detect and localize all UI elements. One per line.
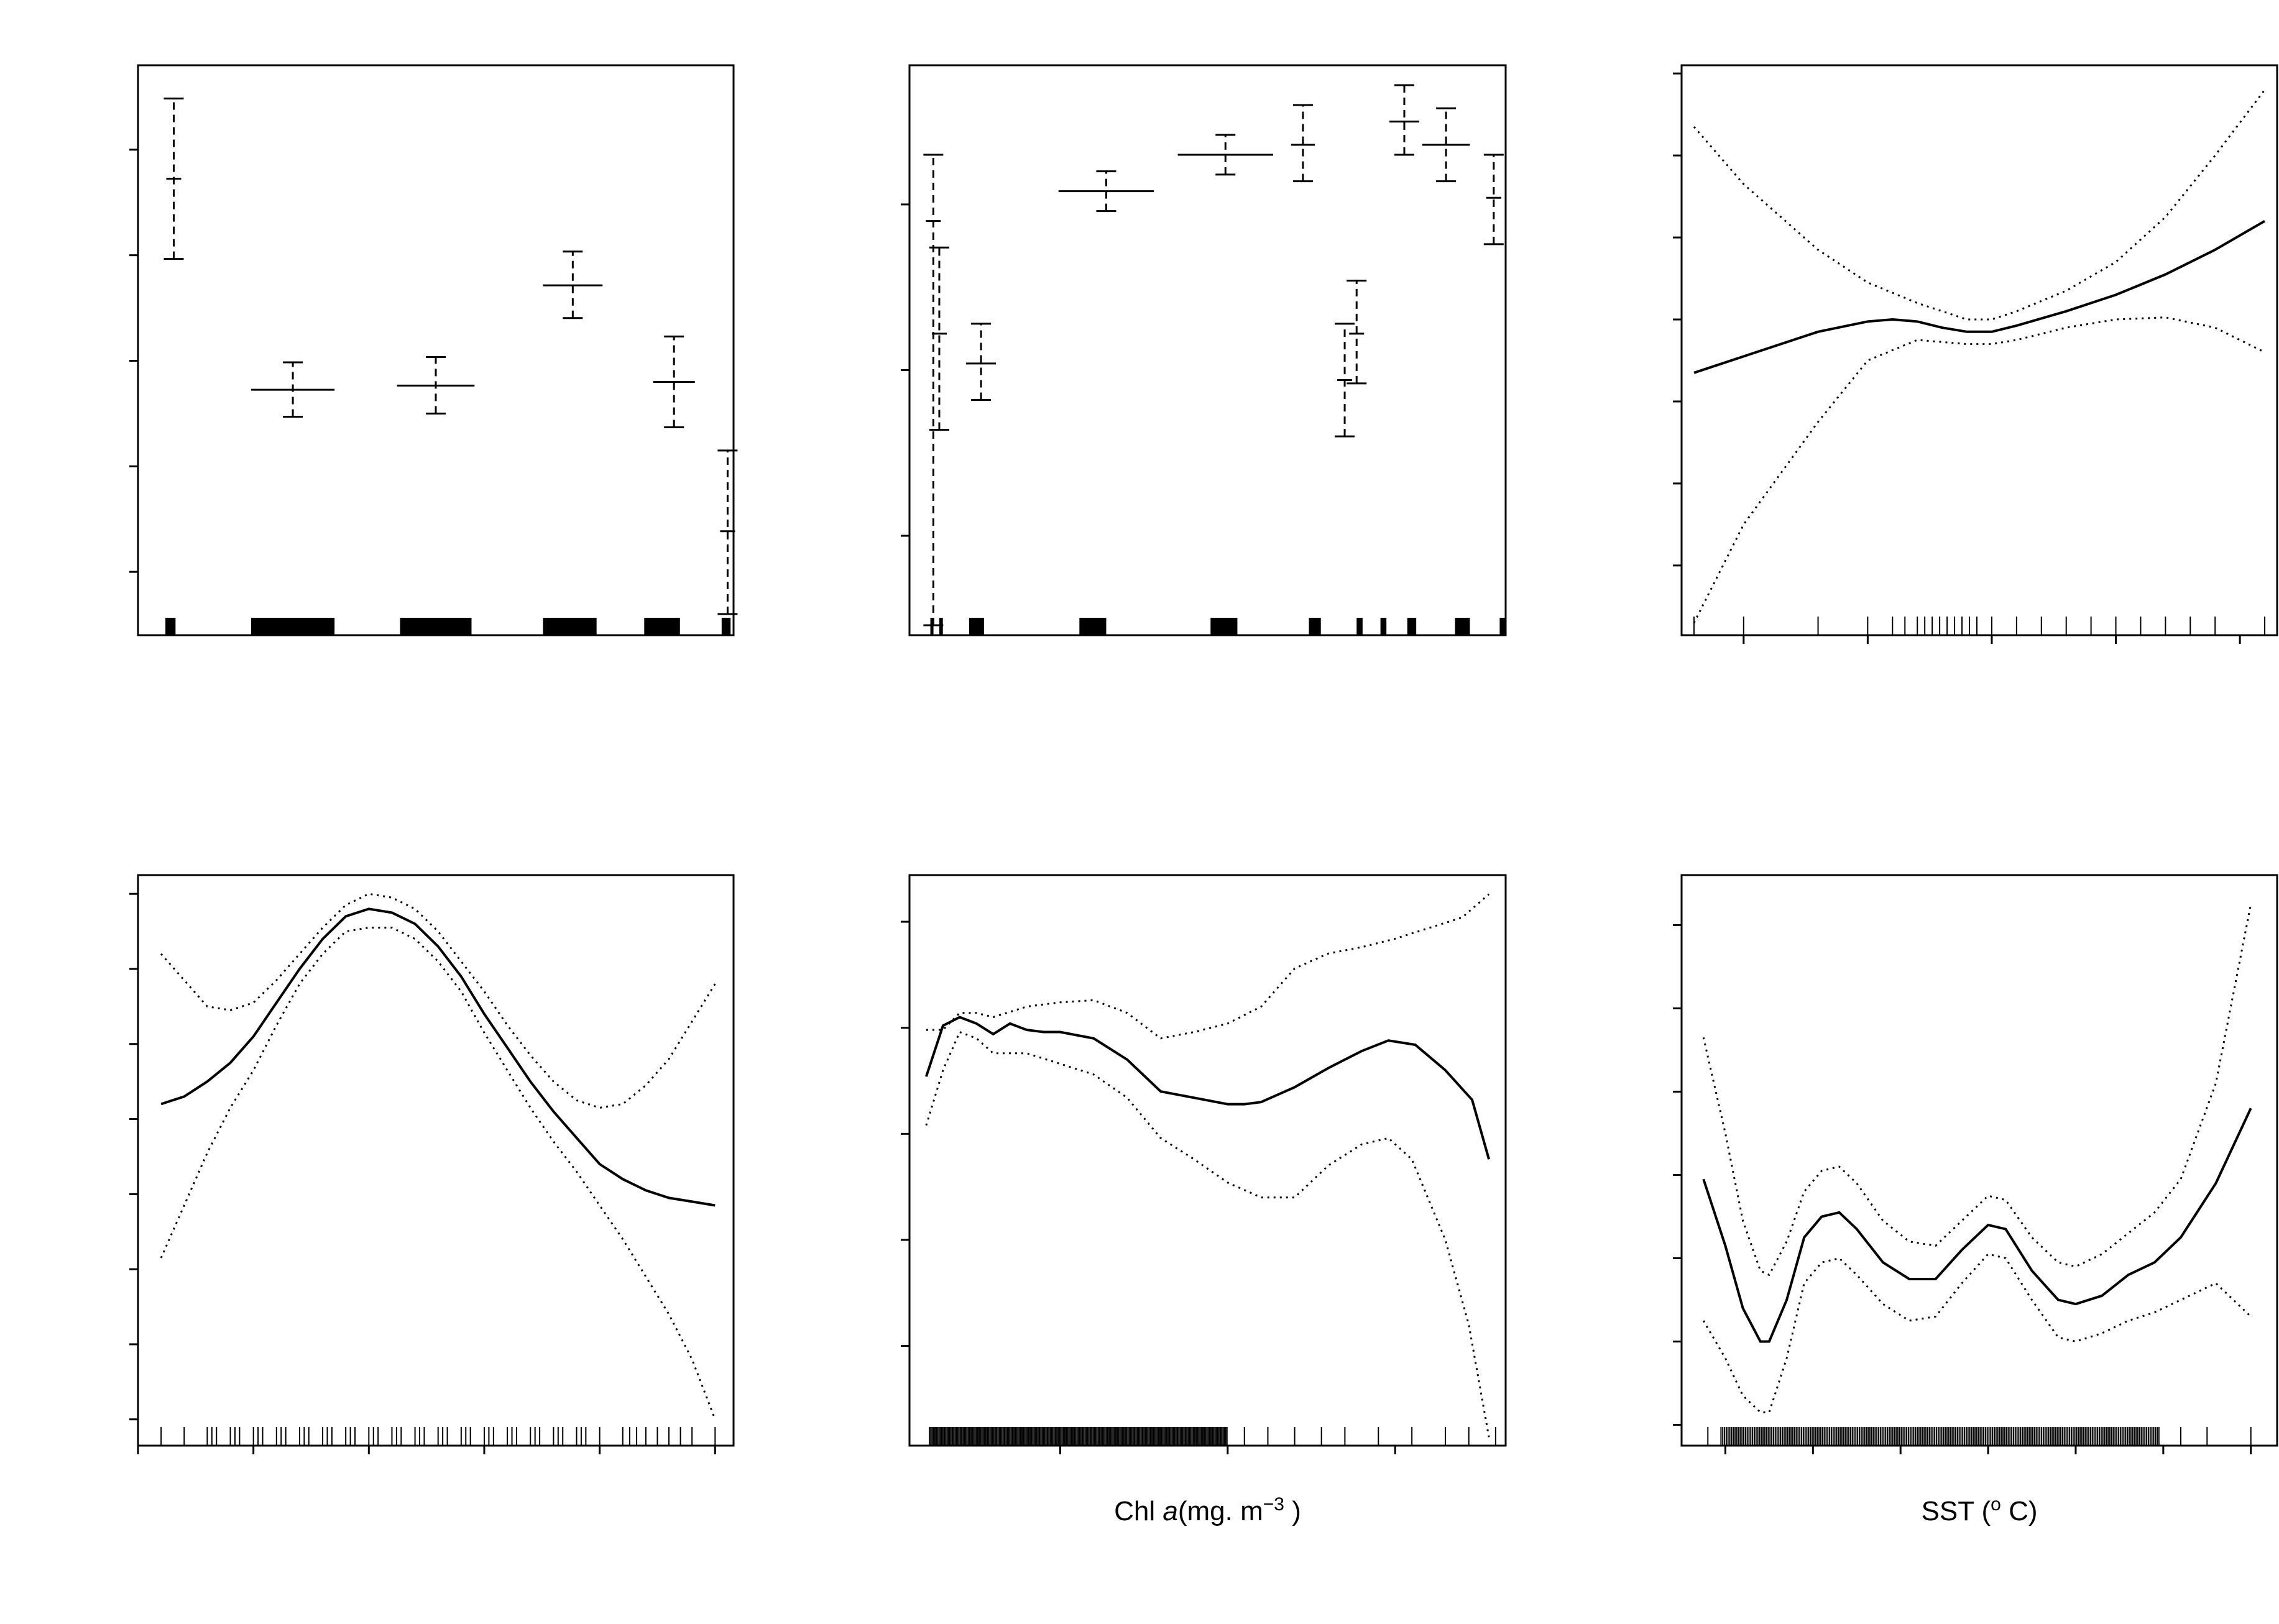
upper-ci-line <box>926 893 1490 1040</box>
rug-block <box>1380 618 1387 635</box>
panel-e: Chl a(mg. m−3 ) <box>901 874 1507 1526</box>
lower-ci-line <box>1702 1253 2252 1413</box>
rug-block <box>543 618 597 635</box>
smooth-fit-line <box>1702 1108 2252 1343</box>
rug-block <box>930 618 934 635</box>
panel-f: SST (o C) <box>1673 874 2278 1526</box>
rug-block <box>1210 618 1238 635</box>
smooth-fit-line <box>1693 219 2266 374</box>
rug-block <box>721 618 731 635</box>
lower-ci-line <box>1693 316 2265 623</box>
smooth-fit-line <box>925 1016 1491 1160</box>
plot-frame <box>908 874 1507 1447</box>
panel-a <box>129 64 738 636</box>
panel-c <box>1673 64 2278 644</box>
panel-b <box>901 64 1507 636</box>
rug-block <box>251 618 335 635</box>
upper-ci-line <box>160 892 716 1109</box>
rug-block <box>1356 618 1363 635</box>
rug-block <box>939 618 943 635</box>
rug-block <box>1455 618 1470 635</box>
plot-frame <box>137 874 735 1447</box>
rug-block <box>1499 618 1506 635</box>
rug-block <box>400 618 472 635</box>
plot-frame <box>137 64 735 636</box>
rug-block <box>644 618 680 635</box>
lower-ci-line <box>160 927 716 1420</box>
smooth-fit-line <box>160 907 716 1207</box>
rug-block <box>165 618 176 635</box>
lower-ci-line <box>925 1030 1490 1438</box>
rug-block <box>1309 618 1321 635</box>
plot-frame <box>908 64 1507 636</box>
rug-block <box>969 618 984 635</box>
plot-frame <box>1680 64 2278 636</box>
rug-block <box>1079 618 1107 635</box>
upper-ci-line <box>1702 904 2252 1277</box>
panel-d <box>129 874 735 1454</box>
plot-frame <box>1680 874 2278 1447</box>
upper-ci-line <box>1693 89 2266 321</box>
x-axis-title: SST (o C) <box>1922 1494 2038 1526</box>
x-axis-title: Chl a(mg. m−3 ) <box>1114 1494 1301 1526</box>
rug-block <box>1407 618 1417 635</box>
